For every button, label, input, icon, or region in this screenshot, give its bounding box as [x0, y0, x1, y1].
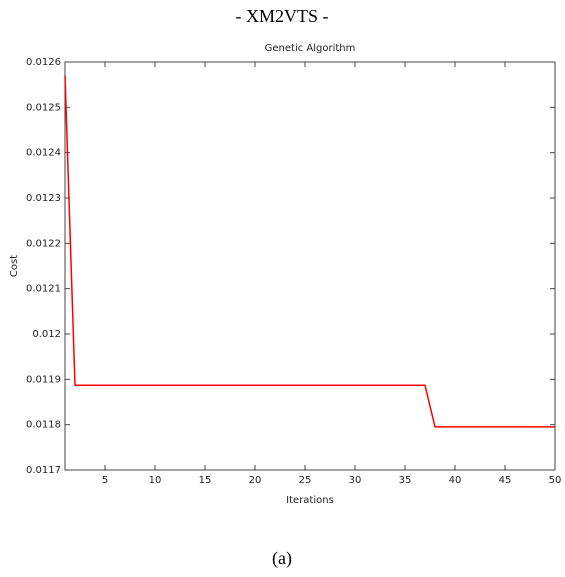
- y-tick-label: 0.0122: [26, 238, 61, 249]
- y-tick-label: 0.0121: [26, 284, 61, 295]
- x-tick-label: 25: [299, 475, 312, 486]
- y-tick-label: 0.0118: [26, 420, 61, 431]
- y-tick-label: 0.0124: [26, 148, 61, 159]
- y-tick-label: 0.0126: [26, 57, 61, 68]
- x-tick-label: 45: [499, 475, 512, 486]
- x-axis-label: Iterations: [286, 495, 334, 506]
- x-tick-label: 15: [199, 475, 212, 486]
- header: - XM2VTS -: [236, 6, 329, 26]
- y-tick-label: 0.0125: [26, 102, 61, 113]
- y-tick-label: 0.0119: [26, 374, 61, 385]
- x-tick-label: 35: [399, 475, 412, 486]
- x-tick-label: 20: [249, 475, 262, 486]
- plot-frame: [64, 61, 556, 471]
- x-tick-label: 50: [549, 475, 562, 486]
- y-tick-label: 0.0123: [26, 193, 61, 204]
- x-tick-label: 30: [349, 475, 362, 486]
- caption: (a): [272, 548, 292, 569]
- data-line: [64, 75, 555, 428]
- y-tick-label: 0.012: [32, 329, 61, 340]
- y-tick-label: 0.0117: [26, 465, 61, 476]
- chart-title: Genetic Algorithm: [265, 43, 356, 54]
- x-tick-label: 10: [149, 475, 162, 486]
- x-tick-label: 40: [449, 475, 462, 486]
- y-axis-label: Cost: [9, 255, 20, 277]
- x-tick-label: 5: [102, 475, 108, 486]
